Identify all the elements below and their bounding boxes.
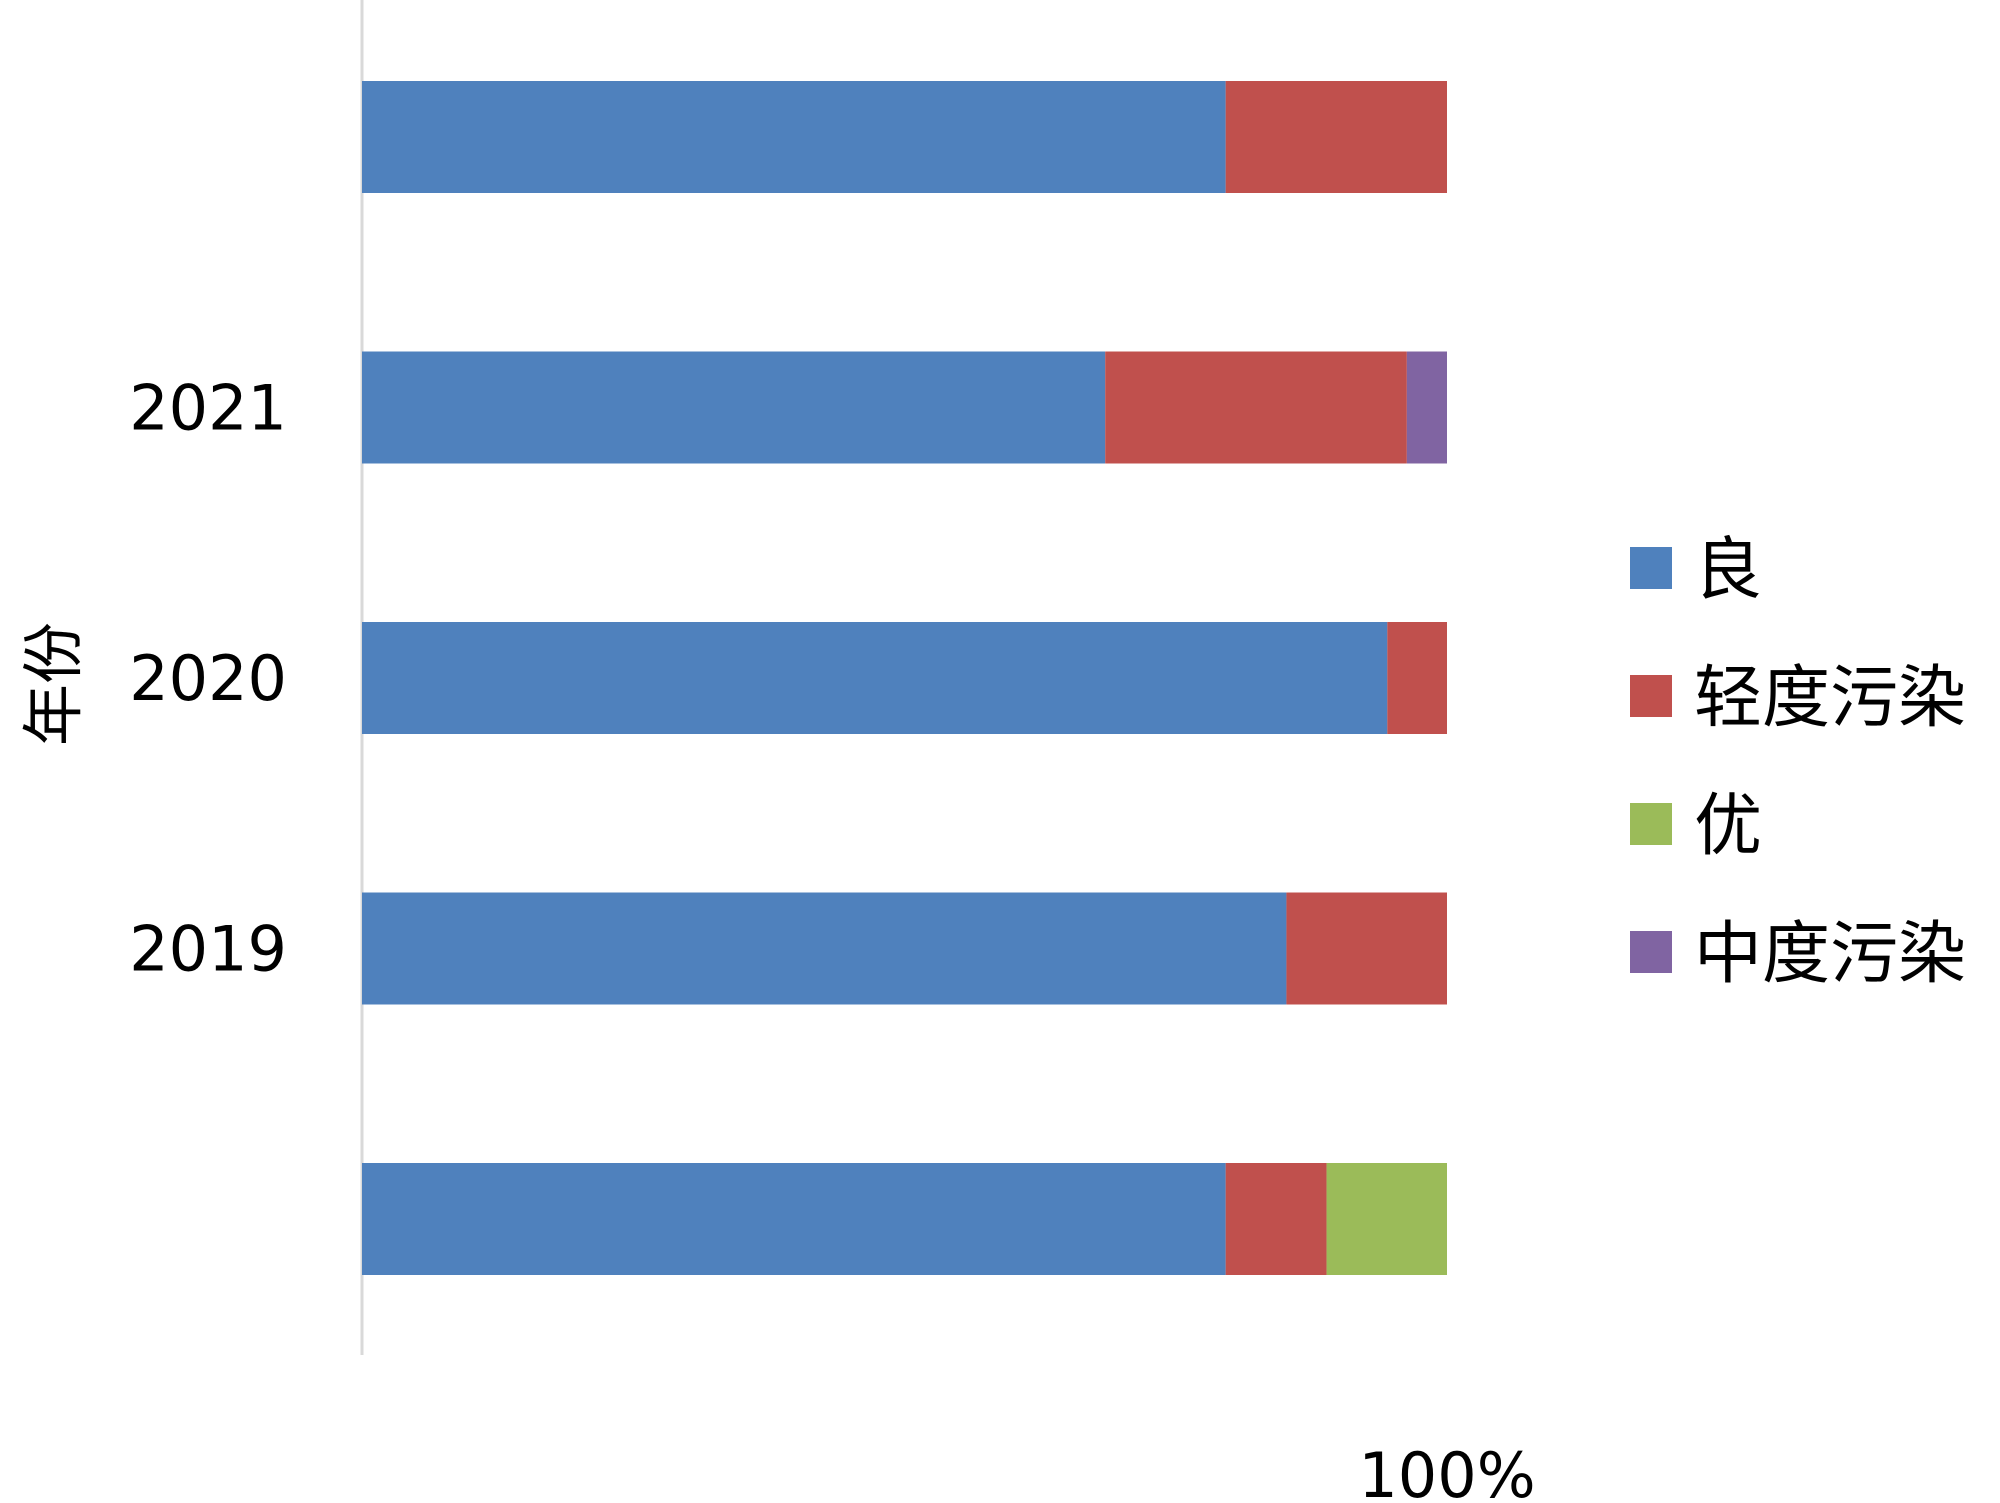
bar-segment-2-1 xyxy=(1387,622,1447,734)
bar-segment-4-2 xyxy=(1326,1163,1447,1275)
legend-swatch-0 xyxy=(1630,547,1672,589)
legend-label-1: 轻度污染 xyxy=(1694,659,1966,738)
bar-segment-1-1 xyxy=(1105,351,1407,464)
y-tick-label: 2020 xyxy=(129,642,287,715)
legend-swatch-1 xyxy=(1630,675,1672,717)
bar-segment-0-0 xyxy=(362,81,1226,193)
bar-segment-0-1 xyxy=(1225,81,1447,193)
y-tick-label: 2019 xyxy=(129,913,287,986)
x-tick-labels: 100% xyxy=(1358,1439,1535,1503)
bar-segment-4-0 xyxy=(362,1163,1226,1275)
y-tick-labels: 2021 2020 2019 xyxy=(129,372,287,986)
legend-label-0: 良 xyxy=(1694,531,1762,610)
bar-segment-3-1 xyxy=(1286,892,1447,1005)
x-tick-label: 100% xyxy=(1358,1439,1535,1503)
bars-group xyxy=(362,81,1447,1275)
legend-swatch-3 xyxy=(1630,931,1672,973)
bar-segment-3-0 xyxy=(362,892,1287,1005)
legend-label-2: 优 xyxy=(1694,787,1762,866)
bar-segment-1-0 xyxy=(362,351,1106,464)
bar-segment-2-0 xyxy=(362,622,1388,734)
legend-swatch-2 xyxy=(1630,803,1672,845)
bar-segment-1-3 xyxy=(1406,351,1447,464)
y-axis-title: 年份 xyxy=(17,622,90,746)
y-tick-label: 2021 xyxy=(129,372,287,445)
bar-segment-4-1 xyxy=(1225,1163,1327,1275)
legend-label-3: 中度污染 xyxy=(1694,915,1966,994)
